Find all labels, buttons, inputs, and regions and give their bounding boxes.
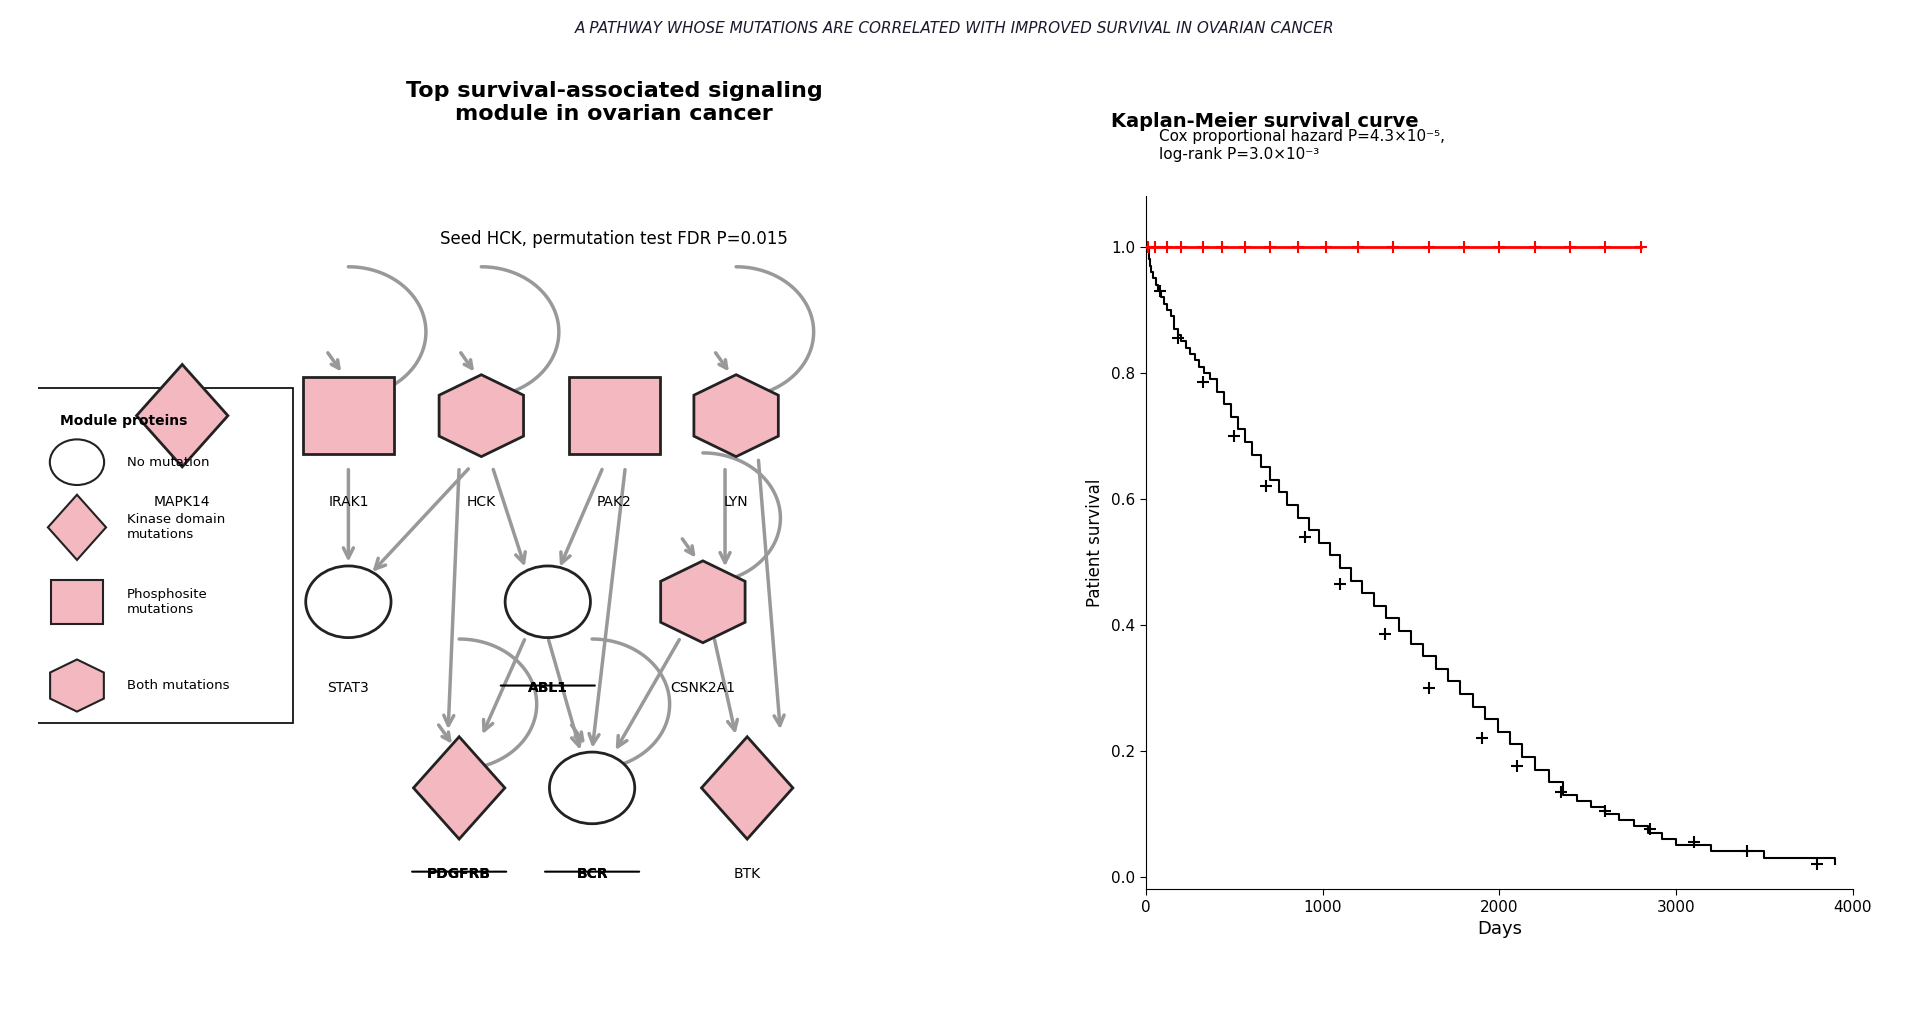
- Text: IRAK1: IRAK1: [329, 495, 369, 509]
- Text: Kinase domain
mutations: Kinase domain mutations: [126, 513, 225, 542]
- Text: LYN: LYN: [724, 495, 749, 509]
- X-axis label: Days: Days: [1476, 920, 1522, 938]
- Text: HCK: HCK: [466, 495, 497, 509]
- Text: STAT3: STAT3: [327, 681, 369, 695]
- Text: Kaplan-Meier survival curve: Kaplan-Meier survival curve: [1110, 112, 1419, 131]
- Text: BTK: BTK: [733, 866, 760, 881]
- Circle shape: [504, 566, 590, 638]
- Text: PAK2: PAK2: [598, 495, 632, 509]
- Text: No mutation: No mutation: [126, 456, 210, 468]
- Text: Module proteins: Module proteins: [61, 414, 187, 428]
- Text: A PATHWAY WHOSE MUTATIONS ARE CORRELATED WITH IMPROVED SURVIVAL IN OVARIAN CANCE: A PATHWAY WHOSE MUTATIONS ARE CORRELATED…: [575, 21, 1335, 36]
- Text: BCR: BCR: [577, 866, 607, 881]
- Text: CSNK2A1: CSNK2A1: [670, 681, 735, 695]
- Polygon shape: [693, 374, 779, 457]
- Text: Top survival-associated signaling
module in ovarian cancer: Top survival-associated signaling module…: [407, 81, 823, 124]
- Circle shape: [550, 752, 634, 824]
- Polygon shape: [439, 374, 523, 457]
- Circle shape: [306, 566, 392, 638]
- Polygon shape: [50, 660, 103, 711]
- FancyBboxPatch shape: [52, 580, 103, 624]
- Polygon shape: [661, 560, 745, 643]
- FancyBboxPatch shape: [302, 377, 393, 454]
- Text: ABL1: ABL1: [527, 681, 567, 695]
- Polygon shape: [413, 736, 504, 840]
- Polygon shape: [48, 495, 107, 560]
- Y-axis label: Patient survival: Patient survival: [1087, 479, 1104, 607]
- Text: BCR: BCR: [577, 866, 607, 881]
- Text: Cox proportional hazard P=4.3×10⁻⁵,
log-rank P=3.0×10⁻³: Cox proportional hazard P=4.3×10⁻⁵, log-…: [1159, 129, 1446, 161]
- Text: PDGFRB: PDGFRB: [428, 866, 491, 881]
- Polygon shape: [701, 736, 793, 840]
- Text: Both mutations: Both mutations: [126, 679, 229, 692]
- FancyBboxPatch shape: [569, 377, 661, 454]
- Text: Seed HCK, permutation test FDR P=0.015: Seed HCK, permutation test FDR P=0.015: [441, 230, 789, 247]
- Text: Phosphosite
mutations: Phosphosite mutations: [126, 587, 208, 616]
- Text: ABL1: ABL1: [527, 681, 567, 695]
- Polygon shape: [136, 364, 227, 467]
- Circle shape: [50, 439, 105, 485]
- FancyBboxPatch shape: [27, 388, 292, 723]
- Text: MAPK14: MAPK14: [155, 495, 210, 509]
- Text: PDGFRB: PDGFRB: [428, 866, 491, 881]
